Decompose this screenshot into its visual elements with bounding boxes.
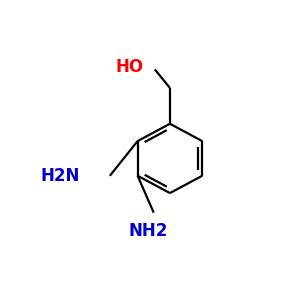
Text: HO: HO [115, 58, 143, 76]
Text: NH2: NH2 [128, 222, 168, 240]
Text: H2N: H2N [40, 167, 80, 185]
